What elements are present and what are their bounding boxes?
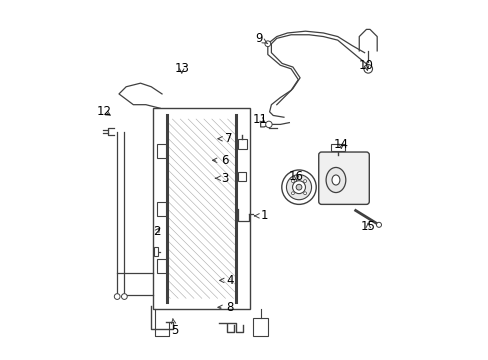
Bar bbox=[253, 318, 267, 336]
Text: 7: 7 bbox=[218, 132, 232, 145]
Ellipse shape bbox=[325, 167, 345, 193]
Bar bbox=[238, 139, 246, 149]
Circle shape bbox=[121, 294, 127, 300]
Circle shape bbox=[296, 184, 301, 190]
Bar bbox=[237, 172, 245, 181]
Circle shape bbox=[265, 121, 271, 128]
Text: 6: 6 bbox=[212, 154, 228, 167]
Bar bbox=[156, 202, 165, 216]
Text: 5: 5 bbox=[170, 319, 178, 337]
Bar bbox=[156, 144, 165, 158]
Circle shape bbox=[114, 294, 120, 300]
Circle shape bbox=[291, 192, 294, 195]
Text: 8: 8 bbox=[218, 301, 233, 314]
Bar bbox=[153, 108, 249, 309]
FancyBboxPatch shape bbox=[318, 152, 368, 204]
Circle shape bbox=[303, 192, 306, 195]
Circle shape bbox=[286, 175, 311, 200]
Circle shape bbox=[376, 222, 381, 227]
Ellipse shape bbox=[331, 175, 339, 185]
Circle shape bbox=[291, 180, 294, 183]
Bar bbox=[330, 144, 344, 151]
Circle shape bbox=[281, 170, 316, 204]
Text: 15: 15 bbox=[360, 220, 375, 233]
Text: 4: 4 bbox=[219, 274, 233, 287]
Text: 11: 11 bbox=[253, 113, 267, 126]
Text: 13: 13 bbox=[174, 62, 189, 75]
Bar bbox=[156, 259, 165, 273]
Text: 1: 1 bbox=[254, 210, 267, 222]
Circle shape bbox=[363, 64, 372, 73]
Text: 16: 16 bbox=[288, 170, 304, 183]
Bar bbox=[153, 247, 158, 256]
Text: 2: 2 bbox=[153, 225, 160, 238]
Circle shape bbox=[303, 180, 306, 183]
Text: 3: 3 bbox=[215, 172, 228, 185]
Circle shape bbox=[264, 41, 270, 46]
Text: 12: 12 bbox=[97, 105, 112, 118]
Text: 9: 9 bbox=[255, 32, 267, 45]
Text: 10: 10 bbox=[358, 59, 373, 72]
Circle shape bbox=[292, 181, 305, 194]
Text: 14: 14 bbox=[333, 138, 348, 150]
